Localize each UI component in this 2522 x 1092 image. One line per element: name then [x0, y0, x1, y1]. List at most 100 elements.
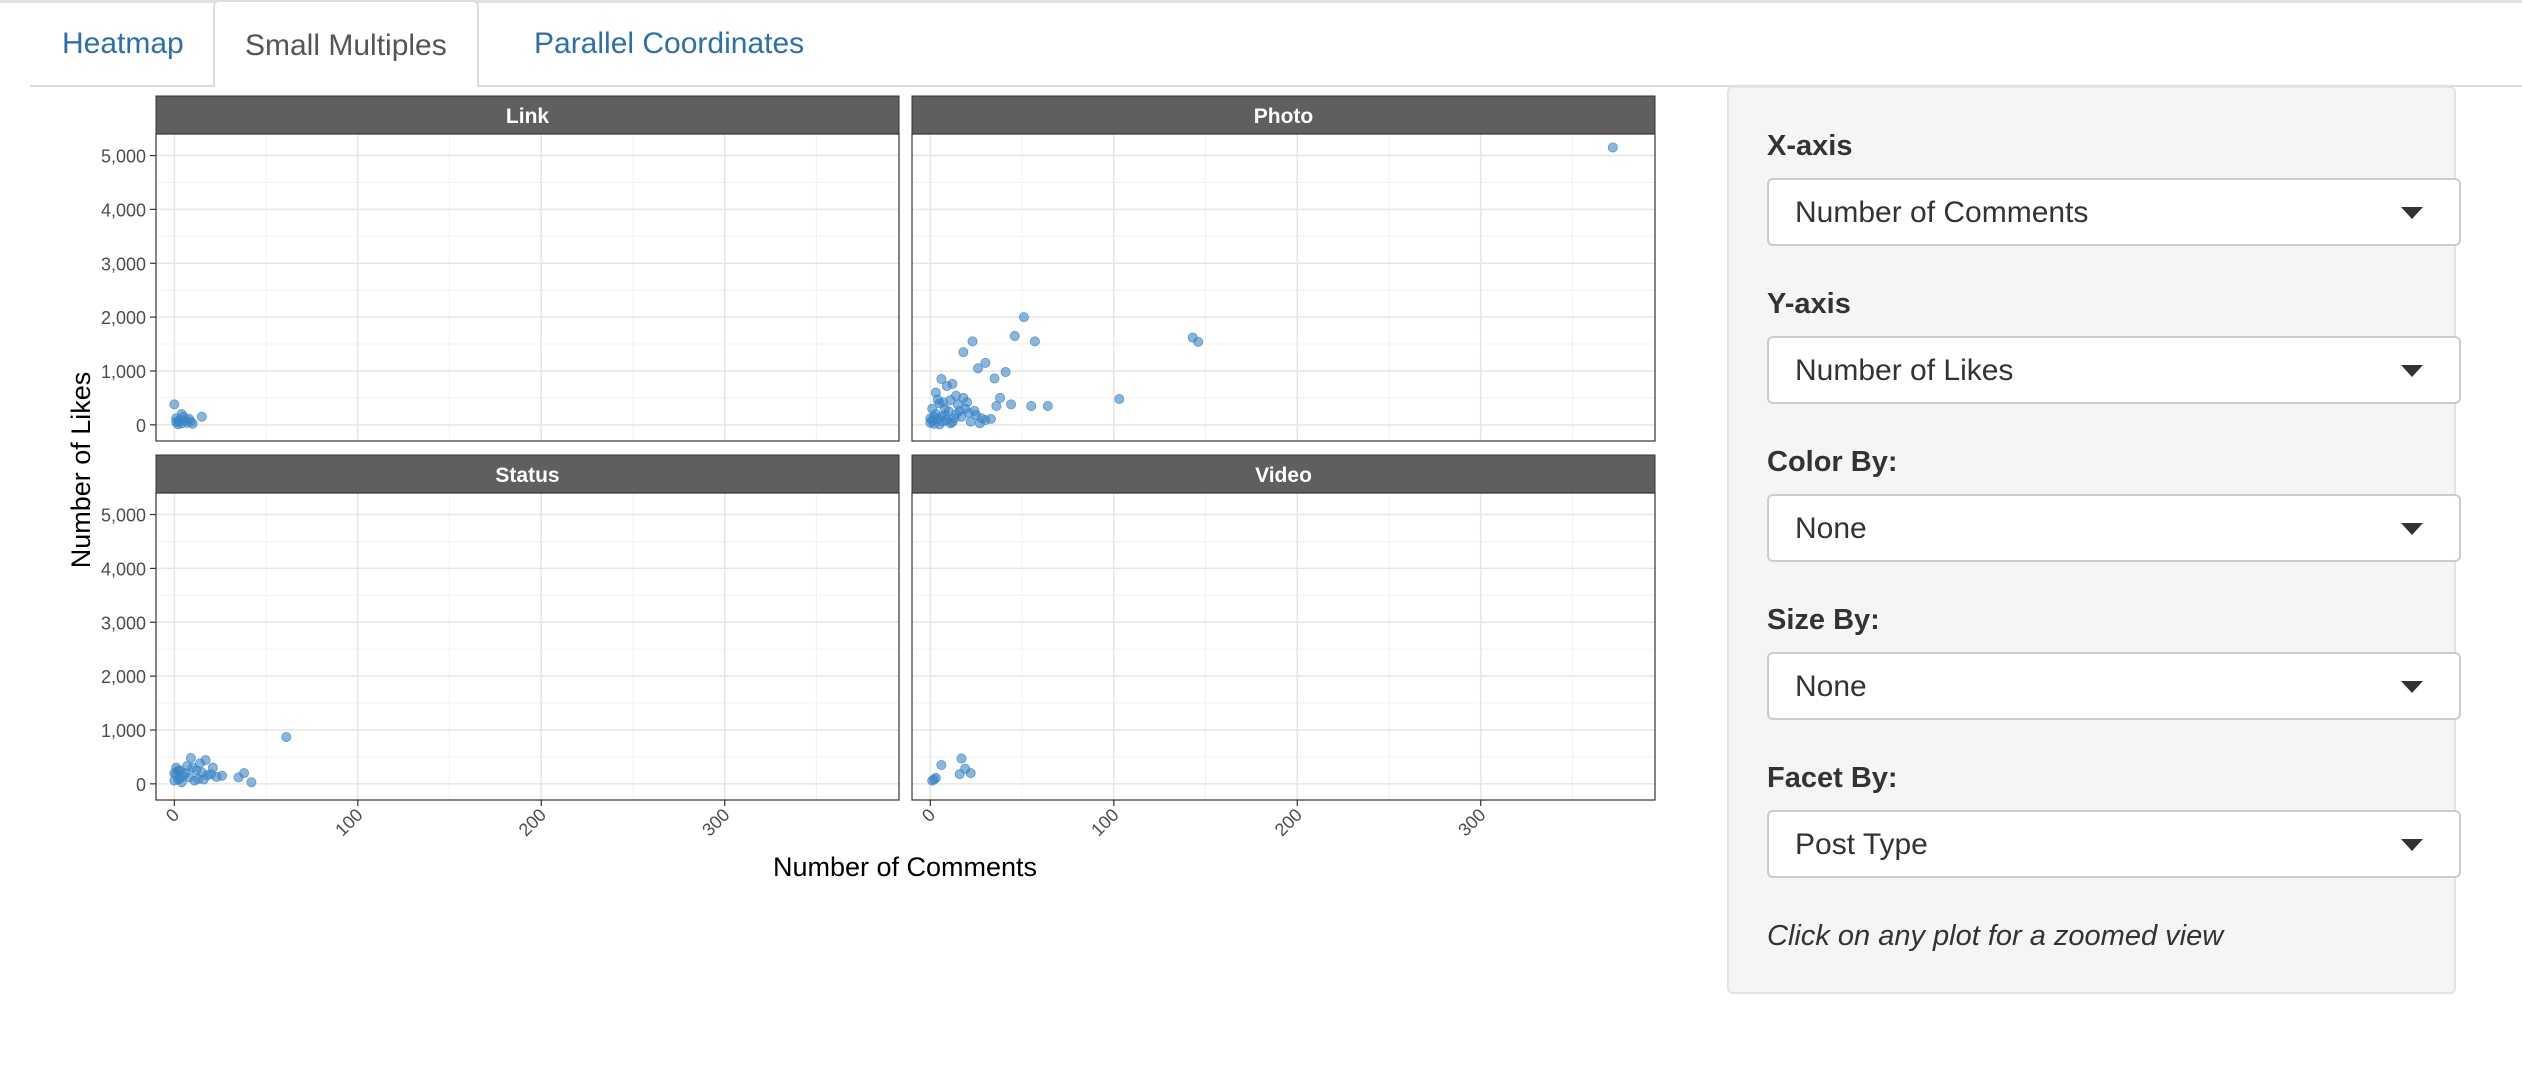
caret-down-icon	[2401, 681, 2423, 693]
tab-small-multiples[interactable]: Small Multiples	[213, 0, 479, 88]
data-point	[927, 775, 938, 786]
facet-by-select[interactable]: Post Type	[1767, 810, 2461, 878]
data-point	[1029, 336, 1040, 347]
x-axis-select[interactable]: Number of Comments	[1767, 178, 2461, 246]
data-point	[195, 758, 206, 769]
data-point	[965, 768, 976, 779]
data-point	[991, 400, 1002, 411]
facet-panels: Link Photo Status Video	[155, 95, 1656, 801]
data-point	[246, 777, 257, 788]
controls-sidebar: X-axis Number of Comments Y-axis Number …	[1727, 86, 2461, 994]
y-tick-label: 2,000	[101, 308, 146, 328]
data-point	[176, 409, 187, 420]
caret-down-icon	[2401, 523, 2423, 535]
facet-panel-link[interactable]: Link	[155, 95, 900, 442]
caret-down-icon	[2401, 365, 2423, 377]
data-point	[954, 769, 965, 780]
size-by-label: Size By:	[1767, 604, 1880, 636]
size-by-select[interactable]: None	[1767, 652, 2461, 720]
x-tick-label: 100	[1087, 805, 1122, 840]
data-point	[173, 765, 184, 776]
data-point	[980, 357, 991, 368]
facet-strip-label: Photo	[1254, 105, 1313, 128]
caret-down-icon	[2401, 839, 2423, 851]
panel-background	[156, 493, 899, 800]
data-point	[1006, 399, 1017, 410]
data-point	[941, 381, 952, 392]
data-point	[936, 374, 947, 385]
data-point	[958, 347, 969, 358]
panel-border	[155, 133, 900, 442]
caret-down-icon	[2401, 207, 2423, 219]
panel-background	[912, 493, 1655, 800]
data-point	[974, 418, 985, 429]
y-tick-label: 3,000	[101, 254, 146, 274]
panel-border	[155, 492, 900, 801]
data-point	[233, 772, 244, 783]
panel-border	[911, 492, 1656, 801]
tab-parallel-coordinates[interactable]: Parallel Coordinates	[534, 27, 805, 60]
data-point	[965, 416, 976, 427]
facet-strip-label: Link	[506, 105, 549, 128]
x-tick-label: 0	[162, 805, 183, 826]
x-tick-label: 100	[331, 805, 366, 840]
y-axis-select[interactable]: Number of Likes	[1767, 336, 2461, 404]
tab-heatmap[interactable]: Heatmap	[62, 27, 184, 60]
facet-strip	[911, 454, 1656, 494]
x-tick-label: 0	[918, 805, 939, 826]
data-point	[934, 419, 945, 430]
facet-panel-status[interactable]: Status	[155, 454, 900, 801]
data-point	[1042, 400, 1053, 411]
data-point	[198, 774, 209, 785]
facet-strip	[155, 454, 900, 494]
data-point	[956, 753, 967, 764]
y-tick-label: 2,000	[101, 667, 146, 687]
y-axis-selected-value: Number of Likes	[1795, 354, 2014, 387]
faceted-scatter-chart[interactable]: Link Photo Status Video 0 1,000 2,000 3,000 4,0…	[30, 86, 1720, 916]
x-tick-label: 300	[698, 805, 733, 840]
y-tick-label: 1,000	[101, 721, 146, 741]
panel-background	[912, 134, 1655, 441]
data-point	[1026, 400, 1037, 411]
x-axis-title: Number of Comments	[773, 852, 1037, 882]
data-point	[967, 336, 978, 347]
panel-background	[156, 134, 899, 441]
y-tick-label: 5,000	[101, 506, 146, 526]
data-point	[187, 418, 198, 429]
y-tick-label: 0	[136, 775, 146, 795]
tab-bar: Heatmap Small Multiples Parallel Coordin…	[30, 0, 2522, 88]
data-point	[185, 752, 196, 763]
data-point	[969, 405, 980, 416]
facet-panel-photo[interactable]: Photo	[911, 95, 1656, 442]
data-point	[171, 417, 182, 428]
color-by-select[interactable]: None	[1767, 494, 2461, 562]
y-tick-label: 0	[136, 416, 146, 436]
facet-panel-video[interactable]: Video	[911, 454, 1656, 801]
data-point	[1018, 312, 1029, 323]
y-tick-label: 4,000	[101, 200, 146, 220]
facet-by-selected-value: Post Type	[1795, 828, 1928, 861]
size-by-selected-value: None	[1795, 670, 1867, 703]
data-point	[995, 392, 1006, 403]
facet-strip-label: Status	[495, 464, 559, 487]
data-point	[1114, 393, 1125, 404]
data-point	[1607, 142, 1618, 153]
x-axis-selected-value: Number of Comments	[1795, 196, 2089, 229]
small-multiples-plot[interactable]: Link Photo Status Video 0 1,000 2,000 3,000 4,0…	[30, 86, 1720, 916]
data-point	[169, 399, 180, 410]
x-axis-label: X-axis	[1767, 130, 1853, 162]
zoom-hint-text: Click on any plot for a zoomed view	[1767, 920, 2224, 952]
data-point	[932, 394, 943, 405]
data-point	[211, 771, 222, 782]
data-point	[989, 373, 1000, 384]
y-axis-title: Number of Likes	[66, 372, 96, 569]
facet-strip-label: Video	[1255, 464, 1312, 487]
data-point	[189, 775, 200, 786]
y-tick-label: 4,000	[101, 559, 146, 579]
y-tick-label: 1,000	[101, 362, 146, 382]
data-point	[1000, 367, 1011, 378]
data-point	[1009, 330, 1020, 341]
data-point	[182, 761, 193, 772]
data-point	[940, 410, 951, 421]
data-point	[281, 731, 292, 742]
